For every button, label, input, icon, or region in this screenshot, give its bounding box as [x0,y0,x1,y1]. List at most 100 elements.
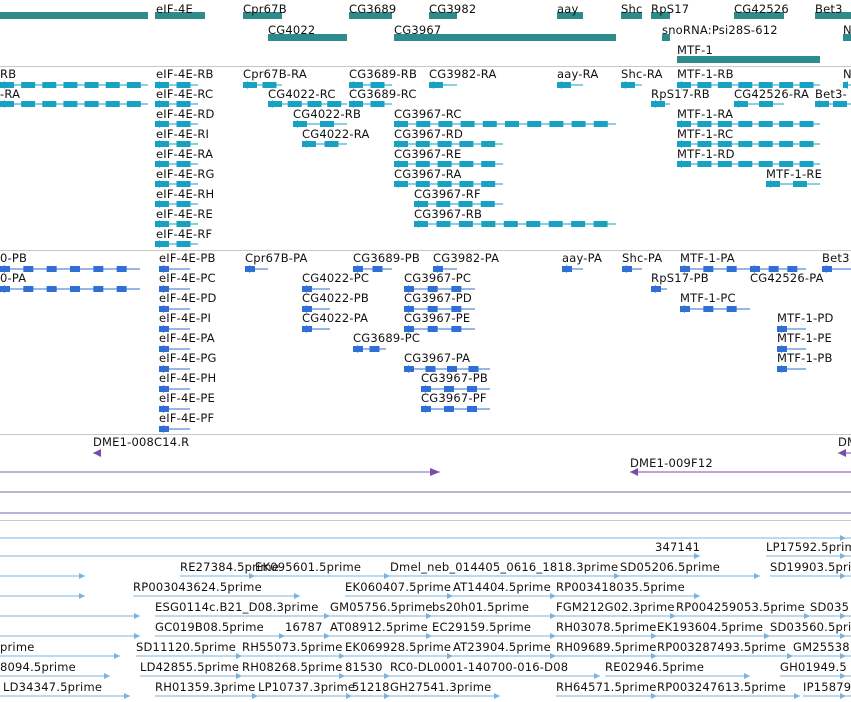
transcript-feature[interactable] [734,100,784,108]
feature-label[interactable]: eIF-4E-RF [156,227,213,241]
feature-label[interactable]: 0-PB [0,251,28,265]
feature-label[interactable]: CG3982 [429,2,477,16]
feature-label[interactable]: CG4022-PC [302,271,370,285]
feature-label[interactable]: SD03560.5prime [770,620,851,634]
feature-label[interactable]: eIF-4E-PF [159,411,215,425]
feature-label[interactable]: CG4022 [268,23,316,37]
feature-label[interactable]: eIF-4E-PE [159,391,215,405]
feature-label[interactable]: MTF-1-RC [677,127,734,141]
feature-label[interactable]: RP003043624.5prime [133,580,262,594]
read-feature[interactable] [0,553,700,559]
protein-feature[interactable] [651,285,667,293]
feature-label[interactable]: GM05756.5prime [330,600,433,614]
feature-label[interactable]: RpS17 [651,2,690,16]
read-feature[interactable] [0,593,85,599]
feature-label[interactable]: Cpr67B [243,2,287,16]
feature-label[interactable]: DME1-009F12 [630,456,713,470]
feature-label[interactable]: CG4022-RB [293,107,362,121]
feature-label[interactable]: N [843,23,851,37]
feature-label[interactable]: CG3967-RB [414,207,483,221]
feature-label[interactable]: CG3982-PA [433,251,500,265]
gene-feature[interactable] [0,12,148,19]
transcript-feature[interactable] [557,81,583,89]
feature-label[interactable]: GH27541.3prime [390,680,492,694]
feature-label[interactable]: EC29159.5prime [432,620,532,634]
protein-feature[interactable] [245,265,268,273]
feature-label[interactable]: RH64571.5prime [556,680,657,694]
protein-feature[interactable] [159,425,190,433]
feature-label[interactable]: 81530 [345,660,383,674]
transcript-feature[interactable] [429,81,457,89]
feature-label[interactable]: RH55073.5prime [242,640,343,654]
feature-label[interactable]: CG4022-PB [302,291,369,305]
feature-label[interactable]: CG42526 [734,2,789,16]
feature-label[interactable]: RP003287493.5prime [657,640,786,654]
feature-label[interactable]: IP15879 [803,680,851,694]
feature-label[interactable]: Cpr67B-RA [243,67,307,81]
feature-label[interactable]: Dmel_neb_014405_0616_1818.3prime [390,560,619,574]
feature-label[interactable]: Bet3 [822,251,850,265]
feature-label[interactable]: eIF-4E-RD [156,107,215,121]
protein-feature[interactable] [0,285,140,293]
feature-label[interactable]: AT23904.5prime [453,640,551,654]
feature-label[interactable]: RP003418035.5prime [556,580,685,594]
read-feature[interactable] [0,613,140,619]
feature-label[interactable]: aay [557,2,579,16]
feature-label[interactable]: SD05206.5prime [620,560,721,574]
feature-label[interactable]: RH03078.5prime [556,620,657,634]
feature-label[interactable]: SD035 [810,600,850,614]
feature-label[interactable]: snoRNA:Psi28S-612 [662,23,778,37]
transcript-feature[interactable] [155,240,198,248]
feature-label[interactable]: eIF-4E-PB [159,251,216,265]
transcript-feature[interactable] [0,100,148,108]
feature-label[interactable]: GM25538 [793,640,850,654]
transcript-feature[interactable] [651,100,670,108]
feature-label[interactable]: CG3689-RB [349,67,418,81]
feature-label[interactable]: SD11120.5prime [136,640,237,654]
feature-label[interactable]: EK060407.5prime [345,580,452,594]
feature-label[interactable]: CG3967-PE [404,311,471,325]
feature-label[interactable]: RB [0,67,17,81]
feature-label[interactable]: Bet3- [815,87,847,101]
feature-label[interactable]: CG3967-PC [404,271,472,285]
feature-label[interactable]: prime [0,640,35,654]
feature-label[interactable]: eIF-4E-RA [156,147,214,161]
feature-label[interactable]: eIF-4E-PD [159,291,217,305]
feature-label[interactable]: RE02946.5prime [605,660,705,674]
feature-label[interactable]: LP10737.3prime [258,680,356,694]
protein-feature[interactable] [353,345,386,353]
transcript-feature[interactable] [815,100,851,108]
feature-label[interactable]: eIF-4E-RE [156,207,214,221]
feature-label[interactable]: eIF-4E-RH [156,187,215,201]
feature-label[interactable]: MTF-1-RD [677,147,735,161]
feature-label[interactable]: CG3982-RA [429,67,497,81]
feature-label[interactable]: RP003247613.5prime [657,680,786,694]
feature-label[interactable]: DM [838,435,851,449]
feature-label[interactable]: AT14404.5prime [453,580,551,594]
feature-label[interactable]: MTF-1-PE [777,331,832,345]
gene-bar[interactable] [0,12,148,19]
feature-label[interactable]: CG42526-PA [750,271,824,285]
feature-label[interactable]: CG3967-RA [394,167,462,181]
feature-label[interactable]: SD19903.5prime [770,560,851,574]
transcript-feature[interactable] [414,220,616,228]
gene-feature[interactable] [677,56,820,63]
feature-label[interactable]: eIF-4E-PH [159,371,217,385]
feature-label[interactable]: 347141 [655,540,701,554]
feature-label[interactable]: AT08912.5prime [330,620,428,634]
protein-feature[interactable] [421,405,490,413]
feature-label[interactable]: EK095601.5prime [255,560,362,574]
transcript-feature[interactable] [766,180,820,188]
feature-label[interactable]: MTF-1-RB [677,67,734,81]
read-feature[interactable] [0,535,851,541]
feature-label[interactable]: RC0-DL0001-140700-016-D08 [390,660,569,674]
feature-label[interactable]: eIF-4E-PG [159,351,217,365]
feature-label[interactable]: MTF-1-RE [766,167,823,181]
feature-label[interactable]: N [843,67,851,81]
feature-label[interactable]: eIF-4E-RB [156,67,214,81]
feature-label[interactable]: Bet3 [815,2,843,16]
feature-label[interactable]: 16787 [285,620,323,634]
feature-label[interactable]: Cpr67B-PA [245,251,308,265]
est-feature[interactable] [0,468,440,476]
